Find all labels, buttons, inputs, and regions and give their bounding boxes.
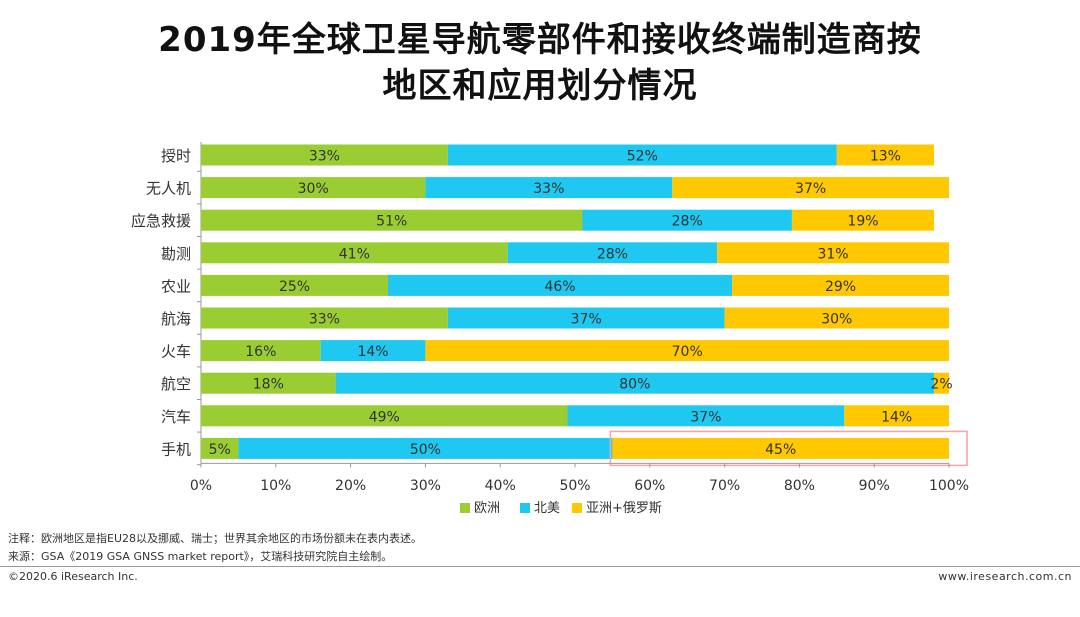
data-label: 33% [309,312,340,328]
bar-segment [238,437,613,459]
x-tick-label: 100% [929,478,969,494]
data-label: 14% [357,344,388,360]
category-label: 汽车 [161,408,191,426]
data-label: 33% [309,149,340,165]
x-tick-label: 50% [559,478,590,494]
bar-segment [612,437,949,459]
data-label: 31% [817,246,848,262]
x-tick-label: 60% [634,478,665,494]
data-label: 37% [795,181,826,197]
category-label: 手机 [161,440,191,458]
website-link[interactable]: www.iresearch.com.cn [938,570,1072,583]
copyright: ©2020.6 iResearch Inc. [8,570,138,583]
data-label: 28% [672,214,703,230]
bar-segment [201,209,583,231]
data-label: 37% [571,312,602,328]
category-label: 勘测 [161,245,191,263]
bar-segment [836,144,935,166]
data-label: 45% [765,442,796,458]
bar-segment [201,437,239,459]
x-tick-label: 80% [784,478,815,494]
chart-title-line-2: 地区和应用划分情况 [382,66,698,106]
x-tick-label: 10% [260,478,291,494]
legend-swatch [572,503,582,513]
bar-segment [507,242,718,264]
category-label: 航海 [161,310,191,328]
legend-label: 北美 [534,501,560,516]
bar-segment [201,242,508,264]
data-label: 70% [672,344,703,360]
data-label: 46% [544,279,575,295]
data-label: 5% [209,442,231,458]
legend-label: 亚洲+俄罗斯 [586,501,662,516]
category-label: 应急救援 [131,212,191,230]
data-label: 51% [376,214,407,230]
bar-segment [732,274,949,296]
bar-segment [201,340,321,362]
chart-title-line-1: 2019年全球卫星导航零部件和接收终端制造商按 [158,20,922,60]
bar-segment [844,405,949,427]
bar-segment [672,177,949,199]
bar-segment [934,372,949,394]
bar-segment [201,144,448,166]
x-tick-label: 40% [485,478,516,494]
data-label: 18% [253,377,284,393]
bar-segment [447,307,725,329]
footnote: 注释：欧洲地区是指EU28以及挪威、瑞士；世界其余地区的市场份额未在表内表述。 [8,532,422,545]
category-label: 火车 [161,343,191,361]
x-tick-label: 20% [335,478,366,494]
legend-swatch [460,503,470,513]
bar-segment [201,177,426,199]
bar-segment [567,405,845,427]
data-label: 16% [245,344,276,360]
stacked-bar-chart: 授时 33% 52% 13% 无人机 30% 33% 37% 应急救援 51% 28% 19% 勘测 41… [131,142,969,516]
data-label: 25% [279,279,310,295]
category-label: 授时 [161,147,191,165]
source-note: 来源：GSA《2019 GSA GNSS market report》，艾瑞科技… [8,550,393,563]
category-label: 农业 [161,277,191,295]
data-label: 33% [533,181,564,197]
bar-segment [447,144,837,166]
category-label: 无人机 [146,180,191,198]
bar-segment [201,307,448,329]
legend-swatch [520,503,530,513]
data-label: 41% [339,246,370,262]
x-tick-label: 70% [709,478,740,494]
data-label: 30% [298,181,329,197]
bar-segment [201,274,388,296]
data-label: 2% [930,377,952,393]
bar-segment [335,372,935,394]
highlight-box [609,430,968,467]
data-label: 52% [627,149,658,165]
x-tick-label: 30% [410,478,441,494]
bar-segment [201,372,336,394]
footer-divider [0,566,1080,567]
category-label: 航空 [161,375,191,393]
data-label: 19% [847,214,878,230]
bar-segment [388,274,733,296]
legend-label: 欧洲 [474,501,500,516]
data-label: 28% [597,246,628,262]
x-tick-label: 90% [859,478,890,494]
bar-segment [717,242,949,264]
x-tick-label: 0% [190,478,212,494]
bar-segment [582,209,792,231]
bar-segment [791,209,935,231]
data-label: 13% [870,149,901,165]
data-label: 14% [881,409,912,425]
bar-segment [201,405,568,427]
data-label: 49% [369,409,400,425]
bar-segment [320,340,426,362]
data-label: 37% [690,409,721,425]
bar-segment [425,340,949,362]
bar-segment [724,307,949,329]
bar-segment [425,177,673,199]
data-label: 50% [410,442,441,458]
data-label: 29% [825,279,856,295]
data-label: 80% [619,377,650,393]
data-label: 30% [821,312,852,328]
